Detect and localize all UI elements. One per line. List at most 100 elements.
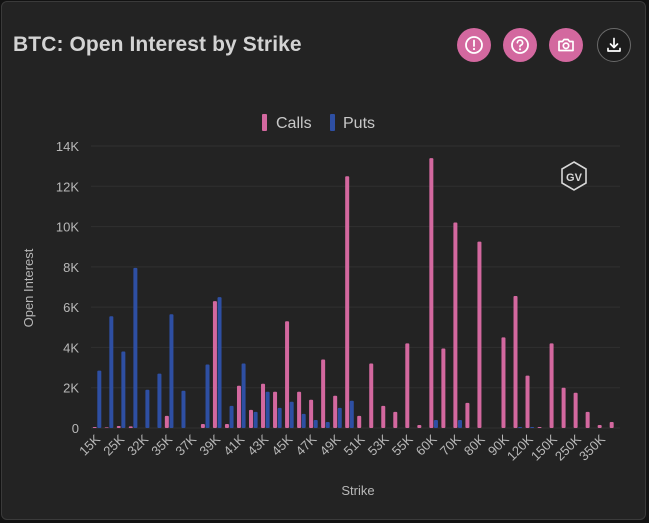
put-bar-49K[interactable] [337,407,342,428]
x-tick-label: 49K [317,431,344,458]
x-tick-label: 350K [576,431,608,463]
x-tick-label: 43K [244,431,271,458]
y-tick-label: 10K [56,220,79,235]
call-bar-350K[interactable] [597,424,602,428]
x-tick-label: 45K [269,431,296,458]
put-bar-40K[interactable] [229,405,234,428]
call-bar-120K[interactable] [525,375,530,428]
put-bar-44K[interactable] [277,407,282,428]
x-tick-label: 120K [504,431,536,463]
legend-calls-label[interactable]: Calls [276,115,312,132]
call-bar-70K[interactable] [453,222,458,428]
x-axis: 15K25K32K35K37K39K41K43K45K47K49K51K53K5… [76,431,608,463]
x-tick-label: 55K [389,431,416,458]
call-bar-44K[interactable] [273,391,278,428]
call-bar-49K[interactable] [333,395,338,428]
put-bar-43K[interactable] [265,391,270,428]
call-bar-48K[interactable] [321,359,326,428]
page-title: BTC: Open Interest by Strike [13,33,302,56]
put-bar-42K[interactable] [253,411,258,428]
download-icon [607,37,621,52]
call-bar-50K[interactable] [345,176,350,428]
gv-watermark: GV [561,161,587,191]
info-icon [465,36,483,54]
call-bar-52K[interactable] [369,363,374,428]
legend-puts-swatch[interactable] [330,114,335,131]
call-bar-41K[interactable] [236,385,241,428]
call-bar-51K[interactable] [357,415,362,428]
call-bar-42K[interactable] [249,409,254,428]
call-bar-54K[interactable] [393,411,398,428]
call-bar-140K[interactable] [537,426,542,428]
call-bar-25K[interactable] [116,425,121,428]
x-tick-label: 41K [220,431,247,458]
call-bar-39K[interactable] [212,301,217,428]
call-bar-55K[interactable] [405,343,410,428]
call-bar-43K[interactable] [261,383,266,428]
call-bar-40K[interactable] [224,423,229,428]
call-bar-47K[interactable] [309,399,314,428]
x-tick-label: 250K [552,431,584,463]
put-bar-35K[interactable] [169,314,174,428]
call-bar-46K[interactable] [297,391,302,428]
call-bar-38K[interactable] [200,423,205,428]
put-bar-70K[interactable] [457,419,462,428]
call-bar-15K[interactable] [92,426,97,428]
call-bar-75K[interactable] [465,402,470,428]
put-bar-30K[interactable] [133,267,138,428]
watermark-text: GV [566,172,583,184]
x-axis-label: Strike [341,483,374,498]
put-bar-120K[interactable] [530,426,535,428]
download-button[interactable] [597,28,631,62]
put-bar-46K[interactable] [301,413,306,428]
x-tick-label: 32K [124,431,151,458]
call-bar-60K[interactable] [429,158,434,428]
legend-calls-swatch[interactable] [262,114,267,131]
x-tick-label: 150K [528,431,560,463]
legend-puts-label[interactable]: Puts [343,115,375,132]
put-bar-47K[interactable] [313,419,318,428]
call-bar-300K[interactable] [585,411,590,428]
put-bar-41K[interactable] [241,363,246,428]
call-bar-400K[interactable] [609,421,614,428]
legend[interactable]: Calls Puts [262,114,375,132]
call-bar-65K[interactable] [441,348,446,428]
call-bar-58K[interactable] [417,424,422,428]
x-tick-label: 47K [293,431,320,458]
x-tick-label: 80K [461,431,488,458]
call-bar-30K[interactable] [128,426,133,428]
y-tick-label: 14K [56,139,79,154]
put-bar-36K[interactable] [181,390,186,428]
x-tick-label: 39K [196,431,223,458]
put-bar-32K[interactable] [145,389,150,428]
y-axis: 0 2K 4K 6K 8K 10K 12K 14K [56,139,79,436]
put-bar-60K[interactable] [433,419,438,428]
put-bar-38K[interactable] [205,364,210,428]
y-axis-label: Open Interest [21,248,36,327]
help-button[interactable] [503,28,537,62]
put-bar-48K[interactable] [325,421,330,428]
screenshot-button[interactable] [549,28,583,62]
call-bar-35K[interactable] [164,415,169,428]
put-bar-45K[interactable] [289,401,294,428]
put-bar-100K[interactable] [518,426,523,428]
call-bar-80K[interactable] [477,241,482,428]
call-bar-45K[interactable] [285,321,290,428]
y-tick-label: 2K [63,381,79,396]
put-bar-39K[interactable] [217,297,222,428]
info-button[interactable] [457,28,491,62]
put-bar-50K[interactable] [349,400,354,428]
x-tick-label: 51K [341,431,368,458]
call-bar-150K[interactable] [549,343,554,428]
call-bar-53K[interactable] [381,405,386,428]
put-bar-34K[interactable] [157,373,162,428]
call-bar-200K[interactable] [561,387,566,428]
call-bar-90K[interactable] [501,337,506,428]
bars [92,158,614,428]
call-bar-20K[interactable] [104,427,109,428]
call-bar-100K[interactable] [513,296,518,428]
put-bar-20K[interactable] [109,316,114,428]
call-bar-250K[interactable] [573,392,578,428]
put-bar-25K[interactable] [121,351,126,428]
put-bar-15K[interactable] [97,370,102,428]
